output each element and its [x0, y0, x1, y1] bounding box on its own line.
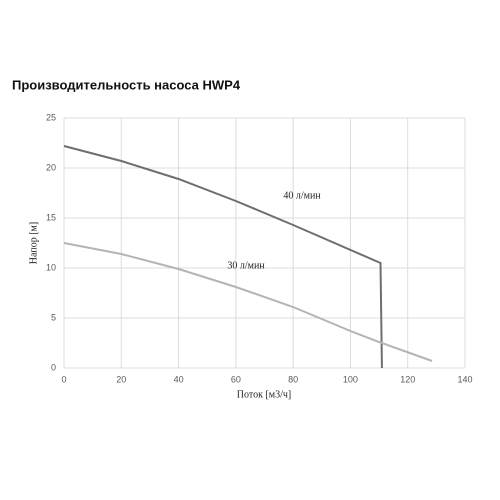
y-tick-label: 0 — [51, 362, 56, 372]
x-axis-label: Поток [м3/ч] — [237, 389, 291, 400]
series-line — [63, 145, 383, 369]
y-tick-label: 10 — [46, 262, 56, 272]
series-label: 40 л/мин — [283, 190, 321, 201]
x-tick-label: 120 — [400, 374, 415, 384]
chart-title: Производительность насоса HWP4 — [12, 77, 241, 92]
y-tick-label: 15 — [46, 212, 56, 222]
x-tick-label: 100 — [343, 374, 358, 384]
y-tick-label: 5 — [51, 312, 56, 322]
x-tick-label: 80 — [288, 374, 298, 384]
series-line — [63, 242, 433, 362]
x-tick-label: 20 — [116, 374, 126, 384]
x-tick-label: 0 — [61, 374, 66, 384]
y-tick-label: 20 — [46, 162, 56, 172]
y-tick-label: 25 — [46, 112, 56, 122]
x-tick-label: 40 — [174, 374, 184, 384]
x-tick-label: 60 — [231, 374, 241, 384]
x-tick-label: 140 — [457, 374, 472, 384]
y-axis-label: Напор [м] — [28, 222, 39, 264]
series-label: 30 л/мин — [227, 260, 265, 271]
